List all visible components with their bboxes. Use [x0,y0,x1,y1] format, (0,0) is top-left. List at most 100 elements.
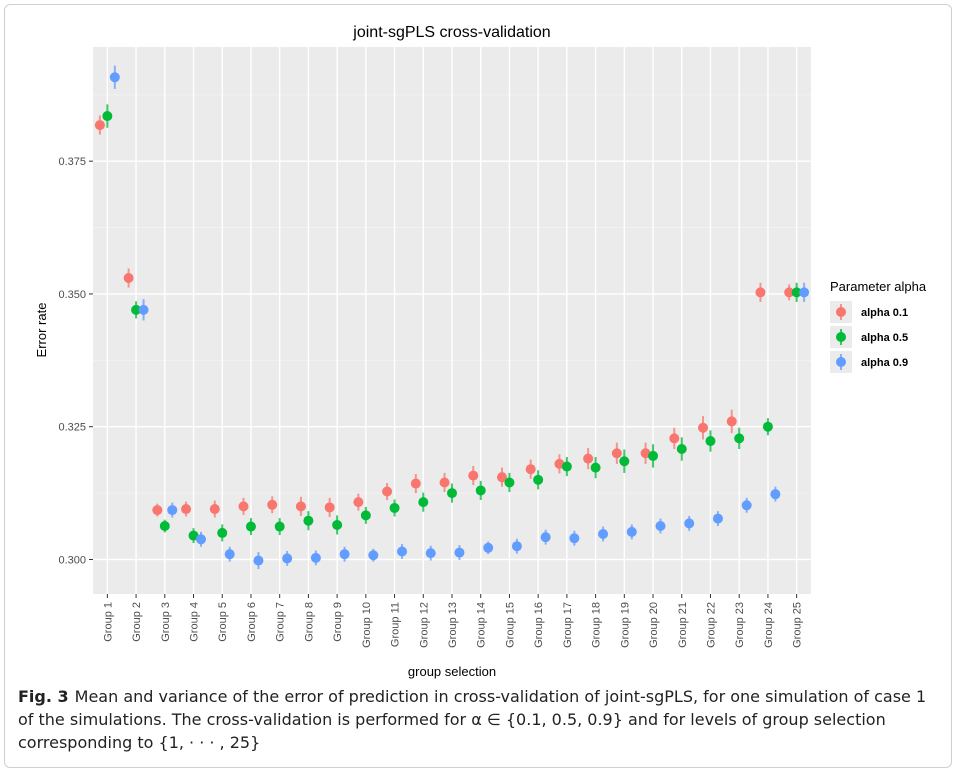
series-alpha-0-5 [102,104,802,544]
data-point [712,513,723,524]
data-point [525,464,536,475]
data-point [152,505,163,516]
data-point [561,461,572,472]
data-point [619,456,630,467]
data-point [504,477,515,488]
legend-title: Parameter alpha [830,279,927,294]
data-point [784,287,795,298]
data-point [418,497,429,508]
data-point [454,547,465,558]
data-point [741,500,752,511]
data-point [511,541,522,552]
data-point [496,472,507,483]
x-tick-label: Group 13 [447,602,459,648]
data-point [799,287,810,298]
data-point [410,478,421,489]
data-point [590,462,601,473]
x-axis-title: group selection [408,664,496,679]
data-point [684,518,695,529]
x-tick-label: Group 25 [792,602,804,648]
data-point [583,453,594,464]
data-point [332,519,343,530]
data-point [138,304,149,315]
data-point [475,485,486,496]
data-point [353,497,364,508]
data-point [195,534,206,545]
figure-caption: Fig. 3 Mean and variance of the error of … [18,685,938,754]
x-tick-label: Group 23 [734,602,746,648]
data-point [540,532,551,543]
data-point [238,501,249,512]
x-tick-label: Group 17 [562,602,574,648]
data-point [762,421,773,432]
y-tick-label: 0.375 [58,156,86,168]
data-point [339,549,350,560]
caption-text: Mean and variance of the error of predic… [18,687,927,752]
data-point [439,477,450,488]
data-point [324,502,335,513]
data-point [533,474,544,485]
data-point [267,499,278,510]
y-tick-label: 0.350 [58,289,86,301]
data-point [310,552,321,563]
x-axis: Group 1 Group 2 Group 3 Group 4 Group 5 Group… [102,594,804,648]
data-point [188,530,199,541]
x-tick-label: Group 9 [332,602,344,642]
data-point [102,111,113,122]
data-point [734,433,745,444]
data-point [382,486,393,497]
x-tick-label: Group 6 [246,602,258,642]
legend-label: alpha 0.1 [861,307,908,319]
legend-key-point [836,357,846,367]
x-tick-label: Group 5 [217,602,229,642]
data-point [389,502,400,513]
x-tick-label: Group 4 [189,602,201,642]
data-point [159,521,170,532]
x-tick-label: Group 16 [533,602,545,648]
grid [93,47,811,594]
x-tick-label: Group 15 [504,602,516,648]
data-point [791,287,802,298]
data-point [109,72,120,83]
data-point [245,521,256,532]
data-point [611,448,622,459]
x-tick-label: Group 18 [591,602,603,648]
y-tick-label: 0.325 [58,422,86,434]
data-point [648,450,659,461]
data-point [224,549,235,560]
x-tick-label: Group 24 [763,602,775,648]
data-point [253,555,264,566]
data-point [217,527,228,538]
data-point [655,521,666,532]
data-point [483,542,494,553]
x-tick-label: Group 21 [677,602,689,648]
x-tick-label: Group 20 [648,602,660,648]
y-axis: 0.300 0.325 0.350 0.375 [58,156,93,566]
x-tick-label: Group 19 [619,602,631,648]
legend-items: alpha 0.1 alpha 0.5 alpha 0.9 [830,301,908,373]
legend-key-point [836,307,846,317]
data-marks [94,65,810,570]
data-point [705,436,716,447]
data-point [295,501,306,512]
x-tick-label: Group 2 [131,602,143,642]
data-point [123,273,134,284]
data-point [131,304,142,315]
data-point [274,521,285,532]
data-point [181,504,192,515]
x-tick-label: Group 10 [361,602,373,648]
data-point [368,550,379,561]
data-point [676,444,687,455]
x-tick-label: Group 1 [102,602,114,642]
data-point [726,416,737,427]
data-point [626,526,637,537]
y-axis-title: Error rate [34,303,49,358]
data-point [303,515,314,526]
legend-label: alpha 0.9 [861,357,908,369]
x-tick-label: Group 22 [705,602,717,648]
data-point [569,533,580,544]
data-point [425,548,436,559]
data-point [209,504,220,515]
data-point [447,488,457,499]
